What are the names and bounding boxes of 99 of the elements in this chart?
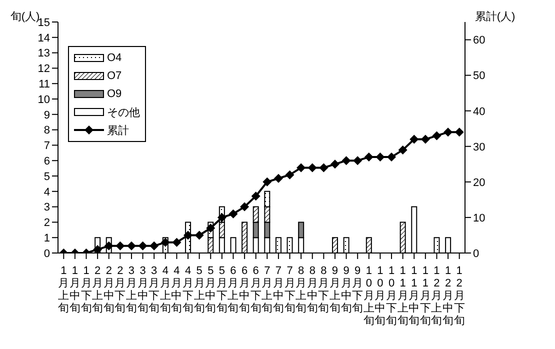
point	[454, 128, 464, 137]
x-tick-label: 12月中旬	[442, 265, 454, 327]
y-tick-label: 3	[44, 202, 50, 214]
point	[387, 152, 396, 162]
x-tick-label: 7月下旬	[284, 265, 296, 314]
x-tick-label: 7月上旬	[262, 265, 273, 314]
x-tick-label: 2月中旬	[103, 265, 114, 314]
point	[228, 209, 238, 218]
x-tick-label: 8月下旬	[318, 265, 330, 314]
legend-label: O9	[107, 88, 122, 100]
x-tick-label: 9月上旬	[329, 265, 340, 314]
x-tick-label: 10月中旬	[374, 265, 386, 327]
x-tick-label: 3月中旬	[137, 265, 148, 314]
y-tick-label: 13	[38, 48, 50, 60]
y-tick-label: 14	[38, 32, 50, 44]
x-tick-label: 9月下旬	[352, 265, 364, 314]
x-tick-label: 5月上旬	[194, 265, 205, 314]
point	[410, 134, 419, 144]
legend-label: O4	[107, 52, 122, 64]
x-tick-label: 3月上旬	[126, 265, 137, 314]
point	[150, 241, 159, 250]
x-tick-label: 8月中旬	[306, 265, 318, 314]
y2-tick-label: 20	[473, 176, 486, 189]
x-tick-label: 4月上旬	[160, 265, 171, 314]
point	[444, 128, 453, 137]
point	[206, 224, 216, 233]
x-tick-label: 6月下旬	[250, 265, 262, 314]
point	[116, 241, 125, 250]
point	[274, 174, 283, 183]
y-tick-label: 8	[44, 124, 50, 137]
x-tick-label: 4月中旬	[171, 265, 182, 314]
legend-label: その他	[107, 106, 140, 120]
y-tick-label: 11	[38, 78, 50, 91]
point	[342, 156, 351, 166]
legend-label: O7	[107, 70, 122, 82]
x-tick-label: 6月上旬	[228, 265, 239, 314]
point	[319, 163, 328, 172]
legend-label: 累計	[107, 124, 129, 138]
x-tick-label: 10月下旬	[386, 265, 398, 327]
y2-tick-label: 60	[473, 34, 486, 47]
x-tick-label: 11月上旬	[397, 265, 408, 327]
point	[160, 238, 170, 247]
point	[330, 160, 340, 169]
x-tick-label: 12月下旬	[454, 265, 465, 327]
x-tick-label: 11月下旬	[420, 265, 431, 327]
y2-axis-title: 累計(人)	[474, 10, 516, 23]
x-tick-label: 1月上旬	[58, 265, 70, 314]
point	[285, 170, 294, 180]
y-tick-label: 10	[38, 94, 50, 106]
x-tick-label: 2月上旬	[92, 265, 104, 314]
x-tick-label: 5月下旬	[216, 265, 228, 314]
y-tick-label: 9	[44, 109, 50, 122]
y2-tick-label: 0	[473, 248, 480, 260]
point	[93, 244, 102, 253]
point	[240, 202, 250, 212]
point	[420, 134, 430, 144]
x-tick-label: 11月中旬	[408, 265, 420, 327]
y2-tick-label: 10	[473, 212, 486, 224]
y-tick-label: 0	[44, 248, 50, 260]
point	[376, 152, 385, 162]
point	[262, 177, 272, 186]
y-tick-label: 4	[44, 186, 50, 198]
point	[308, 163, 317, 172]
point	[184, 230, 193, 240]
y-tick-label: 12	[38, 63, 50, 76]
point	[104, 241, 114, 250]
x-tick-label: 7月中旬	[272, 265, 284, 314]
point	[296, 163, 306, 172]
x-tick-label: 12月上旬	[431, 265, 442, 327]
x-tick-label: 6月中旬	[239, 265, 250, 314]
y2-tick-label: 40	[473, 106, 486, 118]
x-tick-label: 2月下旬	[114, 265, 126, 314]
y-tick-label: 2	[44, 217, 50, 230]
point	[353, 156, 362, 166]
y-tick-label: 5	[44, 170, 50, 183]
y-tick-label: 6	[44, 156, 50, 168]
x-tick-label: 10月上旬	[363, 265, 374, 327]
point	[138, 241, 148, 250]
y-axis-title: 旬(人)	[10, 11, 40, 23]
x-tick-label: 5月中旬	[205, 265, 216, 314]
point	[251, 192, 260, 201]
y-tick-label: 7	[44, 140, 50, 152]
point	[194, 230, 204, 240]
x-tick-label: 3月下旬	[148, 265, 160, 314]
point	[432, 131, 442, 140]
x-tick-label: 1月下旬	[80, 265, 92, 314]
x-tick-label: 8月上旬	[296, 265, 307, 314]
y2-tick-label: 30	[473, 141, 486, 154]
point	[364, 152, 374, 162]
point	[172, 238, 182, 247]
x-tick-label: 4月下旬	[182, 265, 194, 314]
y-tick-label: 1	[44, 232, 50, 245]
x-tick-label: 9月中旬	[340, 265, 352, 314]
point	[217, 212, 226, 222]
y-tick-label: 15	[38, 16, 50, 29]
point	[126, 241, 136, 250]
y2-tick-label: 50	[473, 70, 486, 82]
x-tick-label: 1月中旬	[69, 265, 80, 314]
point	[398, 145, 408, 154]
